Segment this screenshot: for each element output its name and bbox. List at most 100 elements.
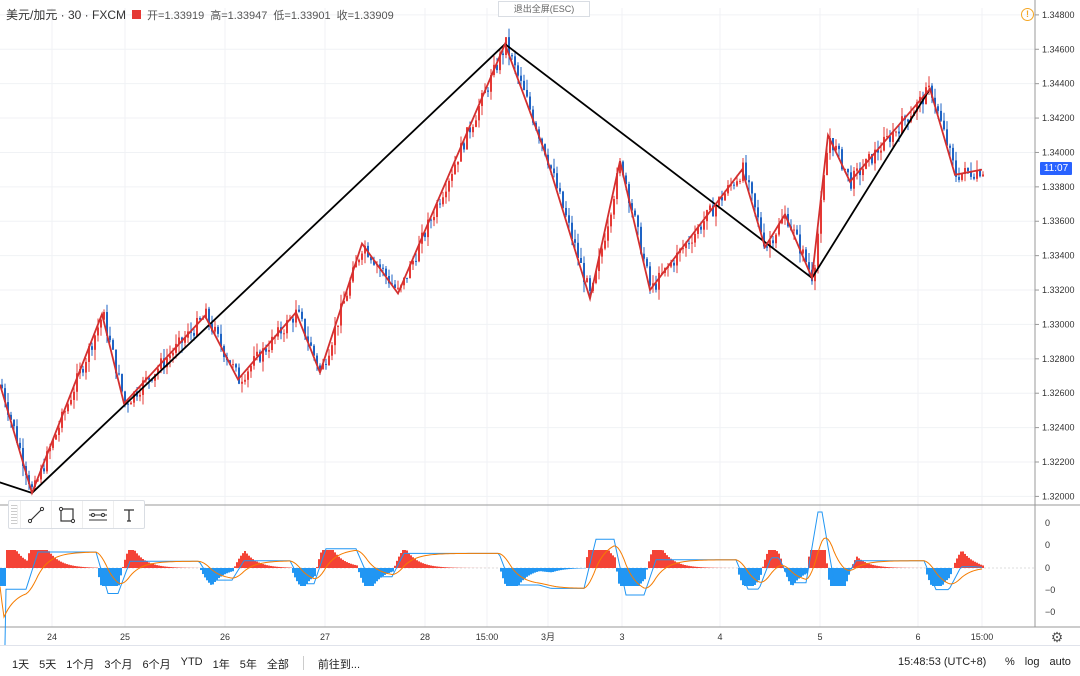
macd-histogram-bar bbox=[8, 550, 10, 568]
macd-histogram-bar bbox=[166, 567, 168, 568]
candle-body bbox=[604, 241, 606, 249]
macd-histogram-bar bbox=[686, 565, 688, 568]
macd-histogram-bar bbox=[554, 568, 556, 571]
divider bbox=[303, 656, 304, 670]
macd-histogram-bar bbox=[148, 562, 150, 568]
candle-body bbox=[109, 336, 111, 340]
macd-histogram-bar bbox=[138, 556, 140, 568]
rectangle-tool[interactable] bbox=[51, 501, 82, 528]
log-toggle[interactable]: log bbox=[1025, 656, 1040, 668]
candle-body bbox=[634, 211, 636, 216]
ohlc-close: 收=1.33909 bbox=[337, 7, 394, 23]
candle-body bbox=[754, 194, 756, 208]
macd-histogram-bar bbox=[564, 568, 566, 570]
macd-histogram-bar bbox=[696, 567, 698, 568]
candle-body bbox=[298, 310, 300, 312]
candle-body bbox=[586, 278, 588, 282]
candle-body bbox=[172, 353, 174, 356]
macd-histogram-bar bbox=[2, 568, 4, 586]
macd-histogram-bar bbox=[56, 559, 58, 568]
range-all[interactable]: 全部 bbox=[267, 656, 289, 672]
macd-histogram-bar bbox=[4, 568, 6, 586]
macd-histogram-bar bbox=[430, 566, 432, 568]
candle-body bbox=[433, 217, 435, 220]
macd-histogram-bar bbox=[690, 566, 692, 568]
macd-histogram-bar bbox=[532, 568, 534, 573]
candle-body bbox=[97, 328, 99, 336]
macd-histogram-bar bbox=[54, 558, 56, 568]
macd-histogram-bar bbox=[42, 550, 44, 568]
trend-line-icon bbox=[27, 506, 45, 524]
macd-histogram-bar bbox=[136, 553, 138, 568]
range-5d[interactable]: 5天 bbox=[39, 656, 56, 672]
macd-histogram-bar bbox=[158, 566, 160, 568]
candle-body bbox=[961, 174, 963, 180]
candle-body bbox=[415, 261, 417, 262]
macd-histogram-bar bbox=[558, 568, 560, 570]
time-tick-label: 27 bbox=[320, 632, 330, 642]
candle-body bbox=[112, 340, 114, 350]
macd-histogram-bar bbox=[338, 557, 340, 568]
range-1y[interactable]: 1年 bbox=[213, 656, 230, 672]
macd-histogram-bar bbox=[380, 568, 382, 578]
candle-body bbox=[937, 106, 939, 111]
macd-histogram-bar bbox=[552, 568, 554, 572]
candle-body bbox=[310, 342, 312, 345]
candle-body bbox=[736, 181, 738, 185]
macd-histogram-bar bbox=[542, 568, 544, 572]
warning-icon[interactable]: ! bbox=[1021, 8, 1034, 21]
range-3m[interactable]: 3个月 bbox=[104, 656, 132, 672]
macd-histogram-bar bbox=[684, 565, 686, 568]
macd-histogram-bar bbox=[550, 568, 552, 572]
macd-histogram-bar bbox=[572, 568, 574, 569]
price-tick-label: 1.32800 bbox=[1042, 354, 1075, 364]
price-tick-label: 1.33800 bbox=[1042, 182, 1075, 192]
macd-histogram-bar bbox=[230, 568, 232, 572]
macd-histogram-bar bbox=[660, 550, 662, 568]
drawing-toolbar bbox=[8, 500, 145, 529]
auto-toggle[interactable]: auto bbox=[1049, 656, 1070, 668]
candle-body bbox=[928, 86, 930, 88]
macd-histogram-bar bbox=[538, 568, 540, 571]
macd-histogram-bar bbox=[602, 550, 604, 568]
macd-histogram-bar bbox=[154, 565, 156, 568]
symbol-label[interactable]: 美元/加元 · 30 · FXCM bbox=[6, 6, 126, 23]
macd-histogram-bar bbox=[82, 567, 84, 568]
range-5y[interactable]: 5年 bbox=[240, 656, 257, 672]
macd-histogram-bar bbox=[526, 568, 528, 577]
macd-histogram-bar bbox=[884, 567, 886, 568]
macd-histogram-bar bbox=[570, 568, 572, 569]
range-1m[interactable]: 1个月 bbox=[66, 656, 94, 672]
macd-histogram-bar bbox=[248, 556, 250, 568]
macd-histogram-bar bbox=[110, 568, 112, 586]
macd-histogram-bar bbox=[160, 566, 162, 568]
macd-histogram-bar bbox=[656, 550, 658, 568]
range-ytd[interactable]: YTD bbox=[181, 656, 203, 672]
macd-histogram-bar bbox=[374, 568, 376, 584]
candle-body bbox=[217, 327, 219, 334]
macd-histogram-bar bbox=[760, 568, 762, 575]
macd-histogram-bar bbox=[502, 568, 504, 578]
macd-histogram-bar bbox=[274, 567, 276, 568]
candle-body bbox=[85, 362, 87, 373]
text-tool[interactable] bbox=[113, 501, 144, 528]
macd-histogram-bar bbox=[350, 564, 352, 568]
macd-histogram-bar bbox=[70, 565, 72, 568]
candle-body bbox=[82, 369, 84, 373]
candle-body bbox=[514, 56, 516, 65]
candle-body bbox=[331, 345, 333, 356]
range-6m[interactable]: 6个月 bbox=[143, 656, 171, 672]
macd-histogram-bar bbox=[540, 568, 542, 571]
goto-date-button[interactable]: 前往到... bbox=[318, 656, 360, 672]
percent-toggle[interactable]: % bbox=[1005, 656, 1015, 668]
macd-histogram-bar bbox=[12, 550, 14, 568]
candle-body bbox=[439, 204, 441, 205]
exit-fullscreen-button[interactable]: 退出全屏(ESC) bbox=[498, 1, 590, 17]
price-chart[interactable]: 1.348001.346001.344001.342001.340001.338… bbox=[0, 0, 1080, 645]
fib-tool[interactable] bbox=[82, 501, 113, 528]
trend-line-tool[interactable] bbox=[20, 501, 51, 528]
drag-handle[interactable] bbox=[11, 505, 18, 524]
range-1d[interactable]: 1天 bbox=[12, 656, 29, 672]
settings-gear-icon[interactable]: ⚙ bbox=[1049, 629, 1065, 645]
candle-body bbox=[772, 240, 774, 243]
